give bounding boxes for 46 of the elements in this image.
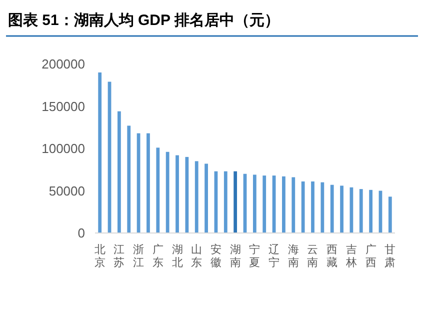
bar xyxy=(359,189,363,233)
bar xyxy=(369,190,372,233)
bar xyxy=(194,161,198,233)
x-tick-label: 吉林 xyxy=(344,243,357,269)
x-tick-label: 北京 xyxy=(94,243,106,269)
x-tick-label: 云南 xyxy=(307,244,318,269)
bar xyxy=(156,148,160,233)
x-tick-label: 宁夏 xyxy=(249,243,260,269)
bar xyxy=(292,177,296,233)
bar xyxy=(282,176,286,233)
bar xyxy=(127,126,131,233)
x-tick-label: 安徽 xyxy=(210,243,222,269)
bar xyxy=(166,152,170,233)
bar xyxy=(118,111,121,233)
bar xyxy=(301,181,305,233)
y-tick-label: 100000 xyxy=(42,141,85,156)
y-tick-label: 150000 xyxy=(42,98,85,114)
x-tick-label: 西藏 xyxy=(326,244,338,269)
bar xyxy=(204,164,208,233)
bar xyxy=(224,171,228,233)
x-tick-label: 海南 xyxy=(288,244,299,269)
bar xyxy=(388,196,392,233)
x-tick-label: 辽宁 xyxy=(268,244,280,269)
y-tick-label: 0 xyxy=(78,226,85,240)
bar xyxy=(185,156,189,233)
x-tick-label: 江苏 xyxy=(114,244,125,269)
x-tick-label: 甘肃 xyxy=(384,243,396,269)
bar xyxy=(262,176,266,233)
x-tick-label: 广西 xyxy=(365,243,376,269)
bar xyxy=(176,155,179,233)
chart-title: 图表 51：湖南人均 GDP 排名居中（元） xyxy=(8,12,280,29)
x-tick-label: 湖北 xyxy=(172,244,183,269)
bar xyxy=(252,174,256,233)
x-tick-label: 山东 xyxy=(191,243,202,269)
x-tick-label: 广东 xyxy=(152,243,164,269)
bar xyxy=(320,182,324,233)
y-tick-label: 50000 xyxy=(48,183,85,198)
bar xyxy=(311,181,314,233)
bar xyxy=(340,186,344,233)
bar xyxy=(330,184,334,233)
x-tick-label: 湖南 xyxy=(230,244,241,269)
bar xyxy=(146,133,150,233)
y-tick-label: 200000 xyxy=(42,56,85,72)
bar xyxy=(98,72,102,233)
bar xyxy=(234,171,238,233)
x-tick-label: 浙江 xyxy=(133,243,144,269)
